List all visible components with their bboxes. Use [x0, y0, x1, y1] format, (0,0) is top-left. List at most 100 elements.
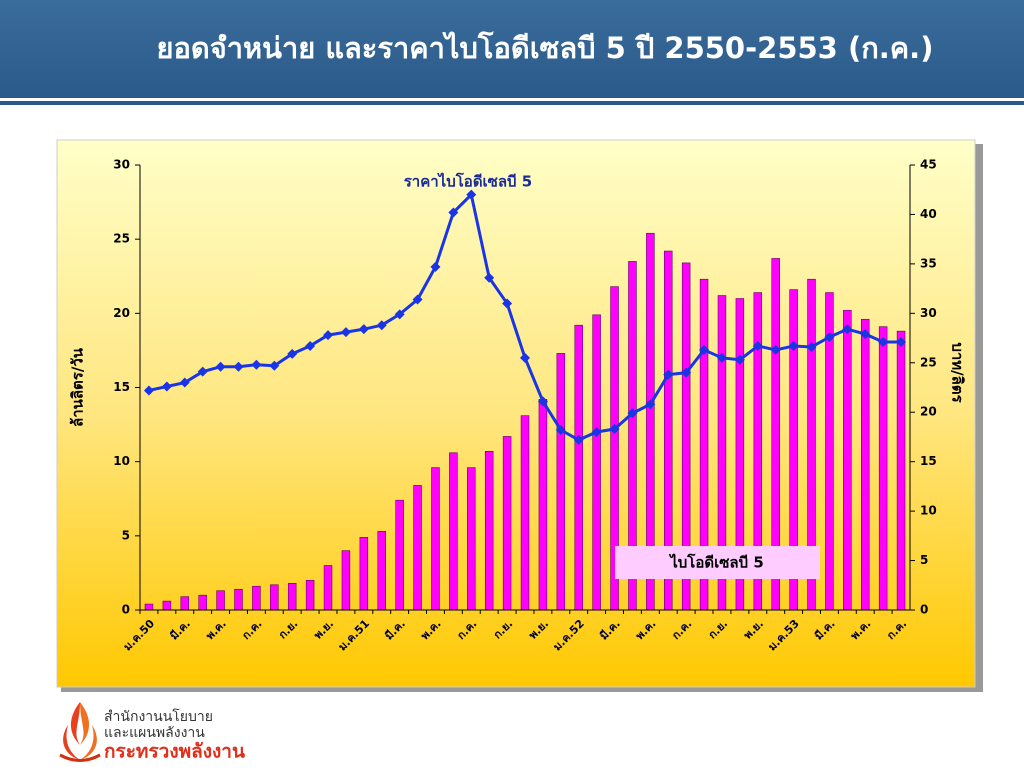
price-marker [466, 189, 477, 200]
price-marker [358, 324, 369, 335]
y2-tick-label: 45 [920, 158, 937, 172]
y2-tick-label: 10 [920, 504, 937, 518]
y-tick-label: 5 [122, 528, 130, 542]
bar [860, 318, 870, 611]
price-marker [484, 272, 495, 283]
price-marker [824, 332, 835, 343]
header-band [0, 0, 1024, 98]
bar [538, 399, 548, 611]
bar [216, 590, 225, 611]
bar [395, 499, 404, 611]
price-marker [287, 348, 298, 359]
price-marker [430, 261, 441, 272]
y-axis-title: ล้านลิตร/วัน [69, 347, 87, 427]
bar [287, 582, 297, 611]
price-marker [394, 309, 405, 320]
y-tick-label: 20 [113, 306, 130, 320]
bar [144, 603, 154, 611]
price-marker [573, 434, 584, 445]
price-marker [502, 298, 513, 309]
price-marker [520, 352, 530, 363]
price-marker [699, 344, 710, 355]
price-marker [233, 361, 244, 372]
bar [574, 324, 583, 611]
price-marker [340, 327, 351, 338]
price-marker [896, 337, 907, 348]
price-marker [143, 385, 154, 396]
price-marker [770, 344, 781, 355]
bar [502, 436, 512, 611]
bar [180, 596, 190, 611]
y2-tick-label: 35 [920, 256, 937, 270]
price-marker [161, 381, 172, 392]
org-line: สำนักงานนโยบาย [104, 708, 213, 725]
price-marker [878, 337, 889, 348]
bar [305, 580, 315, 611]
price-marker [376, 320, 387, 331]
y2-tick-label: 0 [920, 603, 928, 617]
line-series-label: ราคาไบโอดีเซลบี 5 [404, 172, 533, 191]
price-marker [555, 425, 566, 436]
price-marker [788, 340, 799, 351]
ministry: กระทรวงพลังงาน [104, 741, 245, 763]
y2-tick-label: 15 [920, 454, 937, 468]
bar [520, 415, 530, 611]
bar [556, 353, 566, 611]
bar [341, 550, 351, 611]
bar [413, 485, 422, 611]
y-tick-label: 10 [113, 454, 130, 468]
bar [252, 585, 261, 611]
y2-axis-title: บาท/ลิตร [949, 342, 967, 403]
y-tick-label: 0 [122, 603, 130, 617]
y-tick-label: 30 [113, 158, 130, 172]
bar [323, 565, 333, 611]
price-marker [806, 341, 817, 352]
y-tick-label: 25 [113, 232, 130, 246]
price-marker [645, 399, 656, 410]
price-marker [448, 207, 459, 218]
bar [896, 330, 906, 611]
price-marker [734, 354, 745, 365]
logo [59, 702, 101, 762]
y2-tick-label: 30 [920, 306, 937, 320]
bar [592, 314, 601, 611]
bar [359, 537, 369, 611]
bar [234, 588, 243, 611]
header-rule [0, 101, 1024, 105]
y2-tick-label: 25 [920, 355, 937, 369]
price-marker [269, 360, 280, 371]
y-tick-label: 15 [113, 380, 130, 394]
price-marker [537, 396, 548, 407]
price-marker [860, 329, 871, 340]
bar [198, 594, 207, 611]
price-marker [305, 340, 316, 351]
bar [878, 326, 888, 611]
price-marker [627, 408, 638, 419]
y2-tick-label: 20 [920, 405, 937, 419]
bar [431, 467, 440, 611]
chart-frame [56, 139, 976, 688]
price-marker [842, 324, 853, 335]
bar [843, 310, 852, 611]
slide-title: ยอดจำหน่าย และราคาไบโอดีเซลบี 5 ปี 2550-… [157, 30, 934, 65]
price-marker [681, 367, 692, 378]
price-marker [752, 340, 763, 351]
y2-tick-label: 5 [920, 553, 928, 567]
price-marker [663, 369, 674, 380]
bar [467, 467, 476, 611]
price-marker [215, 361, 226, 372]
price-marker [197, 366, 208, 377]
bar [484, 450, 494, 611]
bar [162, 600, 172, 611]
org-line: และแผนพลังงาน [104, 725, 205, 741]
price-marker [179, 377, 190, 388]
bar [377, 531, 386, 611]
price-marker [251, 359, 262, 370]
bar [270, 584, 279, 611]
price-marker [412, 294, 423, 305]
price-marker [609, 424, 620, 435]
y2-tick-label: 40 [920, 207, 937, 221]
bar [449, 452, 458, 611]
bar-series-box [615, 546, 820, 579]
